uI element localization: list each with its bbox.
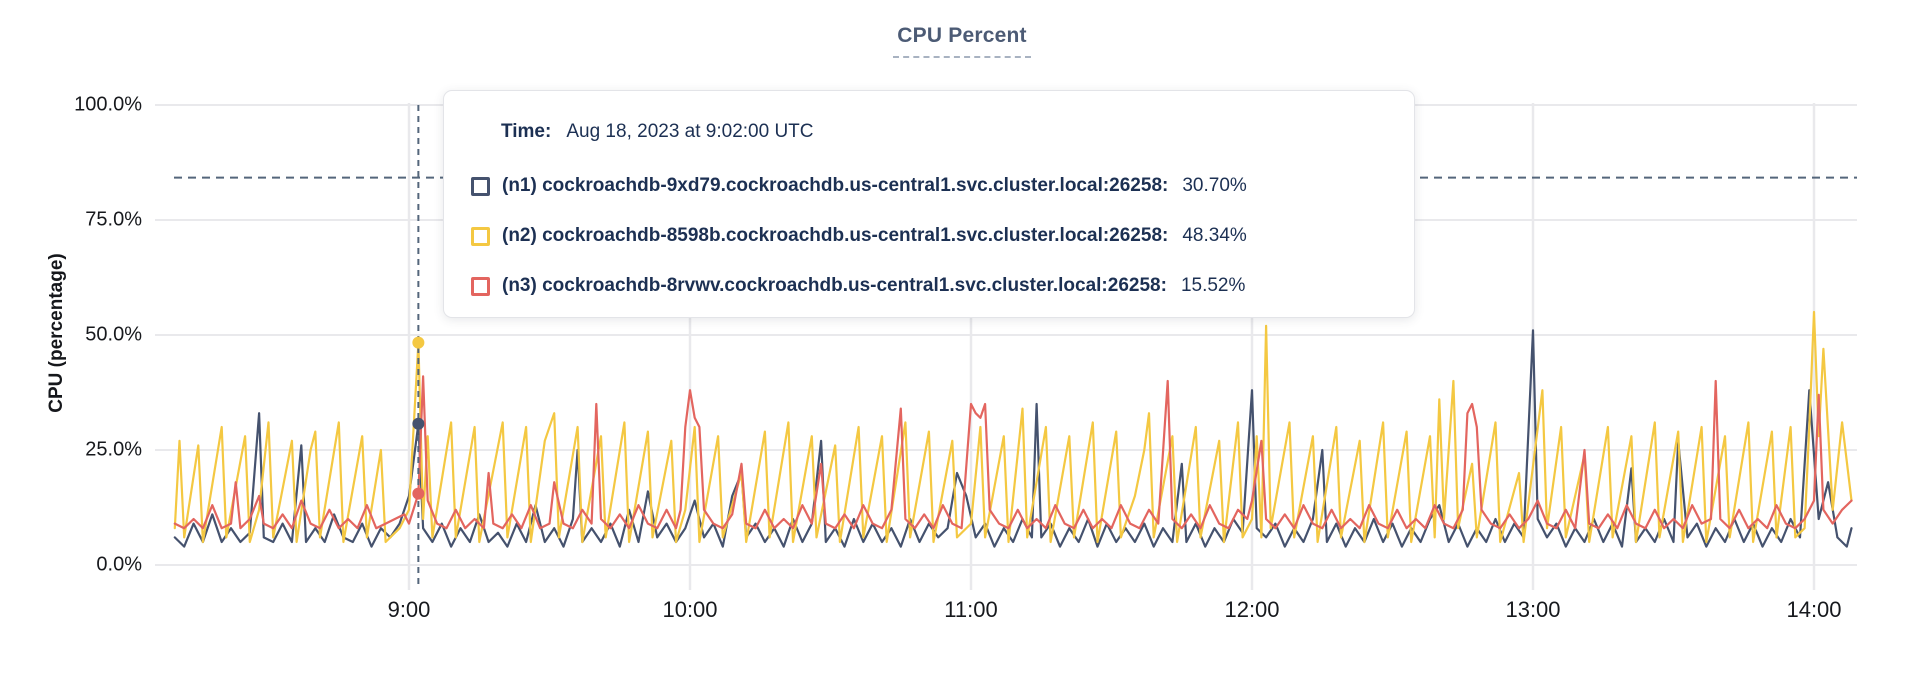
hover-dot-n2 — [412, 336, 425, 349]
tooltip-time-value: Aug 18, 2023 at 9:02:00 UTC — [566, 121, 814, 142]
chart-title[interactable]: CPU Percent — [893, 24, 1031, 58]
y-tick-label-100: 100.0% — [74, 93, 142, 116]
x-tick-label-12: 12:00 — [1224, 597, 1280, 622]
chart-line-n2 — [173, 310, 1853, 544]
tooltip-series-name-n2: (n2) cockroachdb-8598b.cockroachdb.us-ce… — [502, 225, 1169, 246]
tooltip-series-row-n2: (n2) cockroachdb-8598b.cockroachdb.us-ce… — [471, 224, 1384, 248]
chart-line-n3 — [173, 375, 1853, 530]
y-tick-label-0: 0.0% — [96, 553, 142, 576]
hover-tooltip: Time: Aug 18, 2023 at 9:02:00 UTC (n1) co… — [443, 90, 1415, 318]
tooltip-series-value-n3: 15.52% — [1180, 275, 1246, 296]
hover-dot-n3 — [412, 487, 425, 500]
tooltip-series-row-n1: (n1) cockroachdb-9xd79.cockroachdb.us-ce… — [471, 174, 1384, 198]
x-tick-label-11: 11:00 — [944, 597, 998, 622]
y-tick-label-50: 50.0% — [85, 323, 142, 346]
tooltip-series-name-n3: (n3) cockroachdb-8rvwv.cockroachdb.us-ce… — [502, 275, 1167, 296]
tooltip-series-name-n1: (n1) cockroachdb-9xd79.cockroachdb.us-ce… — [502, 175, 1169, 196]
x-tick-label-13: 13:00 — [1505, 597, 1561, 622]
tooltip-series-row-n3: (n3) cockroachdb-8rvwv.cockroachdb.us-ce… — [471, 274, 1384, 298]
x-tick-label-10: 10:00 — [662, 597, 718, 622]
tooltip-time-label: Time: — [501, 121, 552, 142]
tooltip-time-row: Time: Aug 18, 2023 at 9:02:00 UTC — [501, 120, 1384, 144]
y-tick-label-75: 75.0% — [85, 208, 142, 231]
series-swatch-n1-icon — [471, 176, 490, 196]
y-tick-label-25: 25.0% — [85, 438, 142, 461]
series-swatch-n3-icon — [471, 276, 490, 296]
x-tick-label-14: 14:00 — [1786, 597, 1842, 622]
chart-line-n1 — [173, 329, 1853, 548]
chart-title-wrap: CPU Percent — [0, 24, 1924, 58]
tooltip-series-value-n1: 30.70% — [1182, 175, 1247, 196]
series-swatch-n2-icon — [471, 226, 490, 246]
hover-dot-n1 — [412, 417, 425, 430]
tooltip-series-value-n2: 48.34% — [1182, 225, 1247, 246]
x-tick-label-9: 9:00 — [387, 597, 431, 622]
